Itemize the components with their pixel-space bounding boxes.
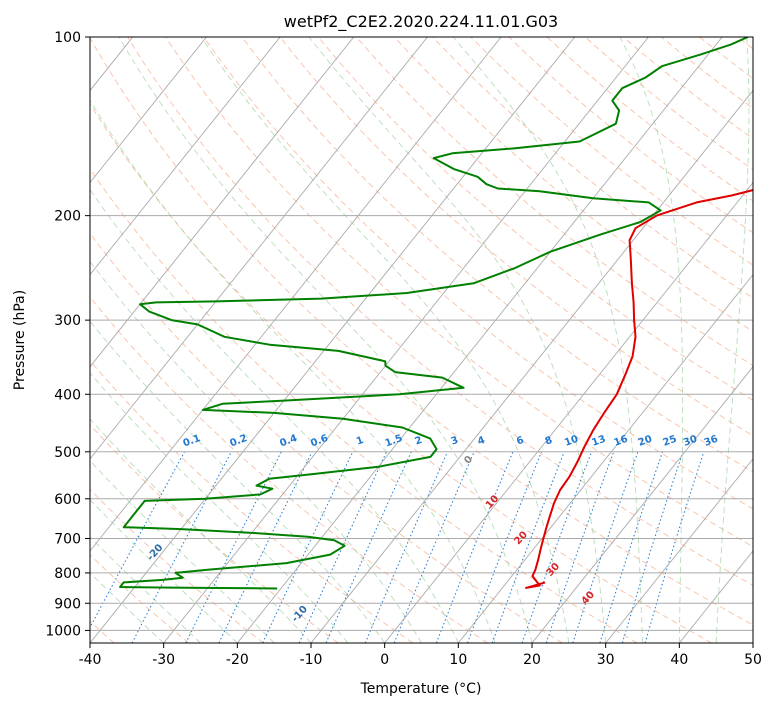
moist-adiabat-label: 0 <box>462 454 475 467</box>
x-tick-label: 50 <box>744 652 762 668</box>
mixing-ratio-label: 25 <box>661 434 678 449</box>
y-tick-label: 100 <box>54 30 81 46</box>
mixing-ratio-label: 13 <box>590 434 607 449</box>
mixing-ratio-label: 36 <box>703 434 720 449</box>
x-tick-label: -20 <box>226 652 249 668</box>
moist-adiabat-label: 40 <box>580 589 598 607</box>
mixing-ratio-label: 10 <box>563 434 580 449</box>
isotherm-line <box>458 37 775 643</box>
moist-adiabat-label: 10 <box>484 493 502 511</box>
mixing-ratio-label: 4 <box>476 435 486 448</box>
mixing-ratio-label: 1 <box>355 435 365 448</box>
dry-adiabat-line <box>166 37 775 643</box>
y-tick-label: 200 <box>54 209 81 225</box>
x-tick-label: -40 <box>79 652 102 668</box>
moist-adiabat-label: 20 <box>512 529 530 547</box>
dry-adiabat-line <box>585 37 775 643</box>
mixing-ratio-label: 1.5 <box>384 433 404 449</box>
mixing-ratio-line <box>522 452 592 643</box>
dry-adiabat-line <box>13 37 637 643</box>
isotherm-line <box>0 37 354 643</box>
mixing-ratio-line <box>394 452 474 643</box>
moist-adiabat-line <box>620 37 683 643</box>
mixing-ratio-line <box>600 452 663 643</box>
x-tick-label: 40 <box>670 652 688 668</box>
dry-adiabat-line <box>0 37 413 643</box>
isotherm-line <box>679 37 775 643</box>
mixing-ratio-label: 20 <box>637 434 654 449</box>
mixing-ratio-label: 2 <box>413 435 423 448</box>
moist-adiabat-line <box>453 37 642 643</box>
x-axis-label: Temperature (°C) <box>360 681 482 697</box>
isotherm-line <box>0 37 206 643</box>
mixing-ratio-label: 0.4 <box>278 433 298 449</box>
moist-adiabat-label: 30 <box>545 561 563 579</box>
moist-adiabat-line <box>4 37 459 643</box>
y-axis-label: Pressure (hPa) <box>12 290 28 390</box>
x-tick-label: 30 <box>597 652 615 668</box>
dry-adiabat-line <box>318 37 775 643</box>
isotherm-line <box>311 37 775 643</box>
y-tick-label: 500 <box>54 445 81 461</box>
y-tick-label: 400 <box>54 387 81 403</box>
moist-adiabat-line <box>0 37 237 643</box>
isotherm-line <box>606 37 775 643</box>
moist-adiabat-line <box>55 37 495 643</box>
dry-adiabat-label: -10 <box>290 604 310 625</box>
y-tick-label: 900 <box>54 596 81 612</box>
dry-adiabat-line <box>356 37 775 643</box>
mixing-ratio-label: 8 <box>544 435 554 448</box>
mixing-ratio-label: 16 <box>613 434 630 449</box>
moist-adiabat-line <box>0 37 201 643</box>
x-tick-label: 20 <box>523 652 541 668</box>
dry-adiabat-line <box>738 37 775 643</box>
isotherm-line <box>16 37 501 643</box>
mixing-ratio-line <box>468 452 542 643</box>
mixing-ratio-label: 3 <box>450 435 460 448</box>
mixing-ratio-line <box>622 452 683 643</box>
isotherm-line <box>0 37 59 643</box>
x-tick-label: -30 <box>152 652 175 668</box>
dry-adiabat-line <box>89 37 775 643</box>
dry-adiabat-line <box>395 37 775 643</box>
y-tick-label: 800 <box>54 566 81 582</box>
moist-adiabat-line <box>0 37 274 643</box>
mixing-ratio-line <box>645 452 704 643</box>
x-tick-label: 0 <box>380 652 389 668</box>
mixing-ratio-label: 0.2 <box>228 433 248 449</box>
dry-adiabat-label: -30 <box>18 481 38 502</box>
temperature-profile <box>526 37 775 588</box>
isotherm-line <box>753 37 775 643</box>
dry-adiabat-line <box>0 37 264 643</box>
dry-adiabat-line <box>0 37 338 643</box>
y-tick-label: 700 <box>54 532 81 548</box>
moist-adiabat-line <box>0 37 421 643</box>
dry-adiabat-label: -20 <box>145 542 165 563</box>
moist-adiabat-line <box>716 37 749 643</box>
moist-adiabat-line <box>0 37 385 643</box>
mixing-ratio-line <box>326 452 411 643</box>
mixing-ratio-line <box>365 452 447 643</box>
x-tick-label: 10 <box>449 652 467 668</box>
y-tick-label: 1000 <box>45 623 81 639</box>
moist-adiabat-line <box>0 37 348 643</box>
mixing-ratio-label: 30 <box>682 434 699 449</box>
mixing-ratio-line <box>263 452 353 643</box>
moist-adiabat-line <box>201 37 569 643</box>
y-tick-label: 300 <box>54 313 81 329</box>
dry-adiabat-line <box>471 37 775 643</box>
chart-title: wetPf2_C2E2.2020.224.11.01.G03 <box>284 12 558 32</box>
x-tick-label: -10 <box>300 652 323 668</box>
isotherm-line <box>237 37 722 643</box>
mixing-ratio-label: 0.1 <box>182 433 202 449</box>
mixing-ratio-label: 0.6 <box>309 433 329 449</box>
y-tick-label: 600 <box>54 492 81 508</box>
dry-adiabat-line <box>509 37 775 643</box>
dry-adiabat-line <box>242 37 775 643</box>
dry-adiabat-line <box>547 37 775 643</box>
mixing-ratio-label: 6 <box>515 435 525 448</box>
